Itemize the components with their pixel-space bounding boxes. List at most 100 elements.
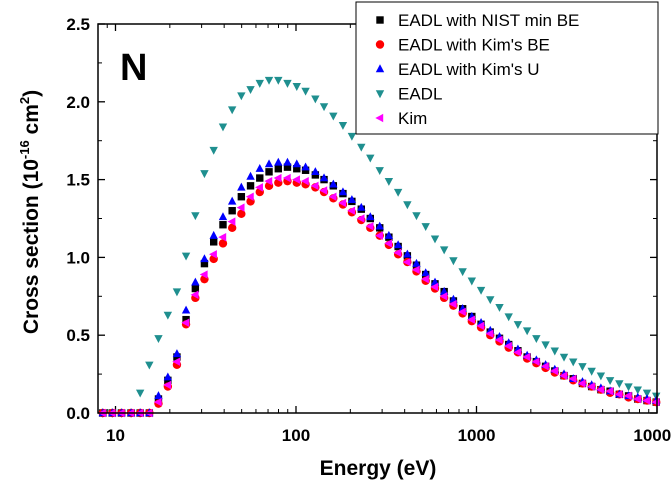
data-point-eadl bbox=[384, 177, 394, 186]
data-point-eadl-with-kim-s-u bbox=[255, 164, 264, 172]
data-point-eadl bbox=[522, 327, 532, 336]
data-point-eadl-with-kim-s-u bbox=[357, 202, 366, 211]
data-point-eadl bbox=[615, 380, 624, 389]
data-point-eadl-with-kim-s-u bbox=[421, 268, 430, 277]
data-point-kim bbox=[236, 203, 245, 212]
data-point-eadl bbox=[642, 389, 652, 398]
legend: EADL with NIST min BE EADL with Kim's BE E… bbox=[355, 1, 659, 135]
data-point-kim bbox=[190, 290, 199, 299]
data-point-eadl-with-kim-s-u bbox=[301, 162, 310, 171]
data-point-eadl bbox=[495, 303, 504, 312]
data-point-eadl-with-nist-min-be bbox=[228, 207, 236, 215]
data-point-kim bbox=[605, 387, 614, 396]
data-point-eadl-with-nist-min-be bbox=[200, 259, 209, 268]
data-point-eadl bbox=[393, 188, 403, 197]
data-point-eadl-with-kim-s-u bbox=[181, 305, 191, 314]
data-point-kim bbox=[245, 192, 254, 201]
data-point-kim bbox=[531, 357, 540, 366]
data-point-kim bbox=[199, 270, 208, 279]
series-kim bbox=[98, 173, 660, 418]
legend-marker-eadl-with-nist-min-be bbox=[376, 16, 384, 24]
data-point-eadl-with-kim-s-u bbox=[191, 277, 200, 286]
data-point-kim bbox=[264, 176, 273, 186]
data-point-kim bbox=[319, 186, 328, 195]
data-point-eadl-with-nist-min-be bbox=[256, 174, 264, 182]
data-point-eadl bbox=[550, 347, 559, 356]
data-point-kim bbox=[300, 176, 309, 186]
data-point-kim bbox=[227, 217, 236, 226]
data-point-eadl-with-nist-min-be bbox=[283, 163, 292, 171]
data-point-eadl bbox=[283, 79, 292, 88]
data-point-kim bbox=[402, 257, 411, 267]
data-point-eadl-with-kim-s-u bbox=[264, 159, 274, 168]
y-axis-title-exponent: -16 bbox=[17, 140, 32, 159]
data-point-eadl-with-kim-s-u bbox=[292, 159, 301, 168]
data-point-eadl-with-nist-min-be bbox=[237, 193, 246, 201]
data-point-kim bbox=[255, 183, 263, 192]
data-point-eadl-with-nist-min-be bbox=[191, 284, 200, 293]
y-tick-label: 1.0 bbox=[66, 248, 90, 267]
data-point-kim bbox=[393, 248, 402, 257]
data-point-eadl bbox=[532, 335, 541, 344]
x-tick-label: 10 bbox=[106, 426, 125, 445]
data-point-kim bbox=[356, 214, 365, 223]
y-axis-title: Cross section (10-16 cm2) bbox=[17, 90, 43, 334]
data-point-kim bbox=[467, 315, 476, 324]
data-point-eadl bbox=[172, 288, 182, 297]
legend-box bbox=[355, 1, 659, 135]
data-point-eadl bbox=[504, 313, 513, 322]
data-point-kim bbox=[503, 341, 512, 351]
data-point-eadl bbox=[587, 367, 596, 376]
legend-label-eadl-with-kim-s-be: EADL with Kim's BE bbox=[398, 36, 550, 55]
data-point-kim bbox=[559, 371, 568, 380]
data-point-kim bbox=[163, 380, 172, 390]
data-point-eadl-with-kim-s-u bbox=[412, 258, 421, 267]
y-axis-title-unit: cm bbox=[20, 104, 43, 140]
data-point-eadl-with-kim-s-u bbox=[237, 182, 246, 191]
data-point-eadl-with-kim-s-be bbox=[237, 209, 246, 219]
data-point-kim bbox=[550, 366, 558, 376]
data-point-eadl bbox=[135, 389, 145, 398]
data-point-eadl bbox=[449, 257, 458, 266]
data-point-eadl bbox=[541, 341, 550, 350]
legend-marker-eadl bbox=[375, 90, 385, 99]
data-point-kim bbox=[273, 173, 282, 183]
data-point-eadl-with-kim-s-u bbox=[283, 157, 292, 166]
data-point-eadl bbox=[227, 106, 237, 115]
data-point-eadl bbox=[181, 252, 191, 261]
legend-label-kim: Kim bbox=[398, 109, 427, 128]
data-point-kim bbox=[494, 335, 503, 345]
data-point-kim bbox=[292, 175, 300, 184]
data-point-eadl-with-kim-s-u bbox=[200, 254, 209, 263]
data-point-eadl bbox=[347, 132, 357, 141]
data-point-kim bbox=[485, 329, 494, 338]
data-point-kim bbox=[338, 198, 347, 208]
data-point-eadl-with-nist-min-be bbox=[274, 165, 283, 173]
data-point-eadl-with-nist-min-be bbox=[265, 168, 273, 176]
legend-marker-kim bbox=[375, 113, 384, 123]
data-point-eadl bbox=[439, 246, 449, 255]
data-point-eadl bbox=[624, 383, 633, 392]
y-tick-label: 2.0 bbox=[66, 93, 90, 112]
data-point-eadl-with-nist-min-be bbox=[182, 315, 190, 324]
data-point-kim bbox=[448, 299, 457, 309]
data-point-kim bbox=[513, 348, 522, 357]
data-point-kim bbox=[208, 250, 217, 259]
data-point-kim bbox=[633, 394, 641, 404]
data-point-eadl-with-kim-s-u bbox=[338, 187, 348, 196]
data-point-kim bbox=[540, 362, 549, 371]
y-tick-label: 0.5 bbox=[66, 326, 90, 345]
data-point-kim bbox=[181, 318, 190, 327]
data-point-kim bbox=[218, 232, 227, 242]
data-point-eadl bbox=[578, 363, 587, 372]
data-point-eadl bbox=[154, 335, 163, 344]
data-point-kim bbox=[642, 396, 651, 405]
data-point-kim bbox=[430, 282, 439, 292]
y-tick-labels: 0.0 0.5 1.0 1.5 2.0 2.5 bbox=[66, 15, 90, 423]
data-point-eadl-with-kim-s-u bbox=[329, 179, 338, 188]
data-point-kim bbox=[153, 397, 162, 407]
data-point-eadl-with-nist-min-be bbox=[219, 221, 227, 229]
data-point-kim bbox=[365, 222, 374, 231]
